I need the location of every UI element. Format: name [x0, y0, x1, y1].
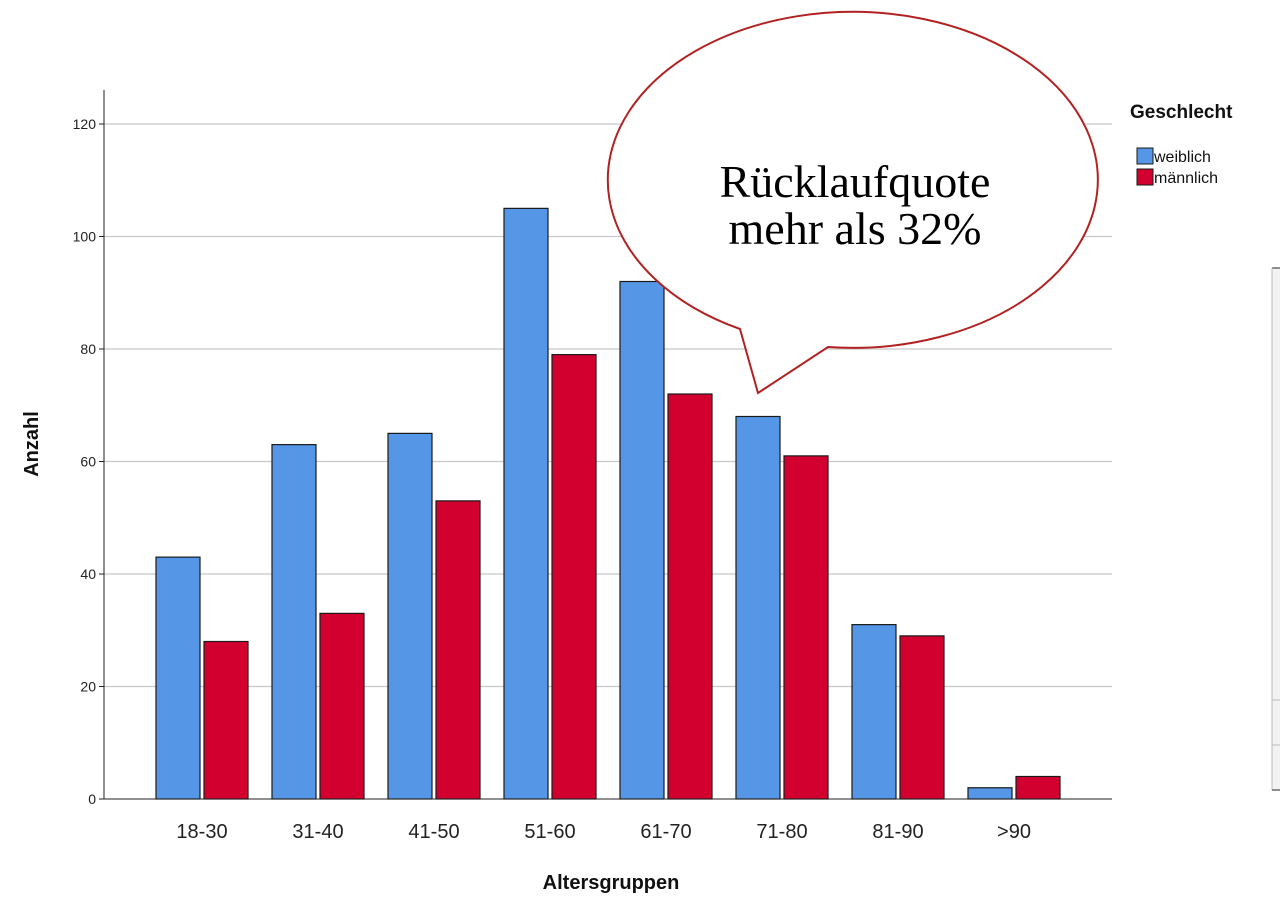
- legend-label-maennlich: männlich: [1154, 170, 1218, 187]
- legend-label-weiblich: weiblich: [1153, 149, 1211, 166]
- callout-line-2: mehr als 32%: [729, 203, 982, 254]
- bar-weiblich-71-80: [735, 415, 781, 800]
- x-axis-title: Altersgruppen: [543, 872, 680, 894]
- callout-line-1: Rücklaufquote: [720, 156, 991, 207]
- bar-weiblich-31-40: [271, 444, 317, 800]
- bar-maennlich-gt90: [1015, 775, 1061, 800]
- legend-swatch-maennlich: [1136, 168, 1154, 186]
- y-tick-label: 80: [80, 341, 96, 357]
- y-tick-label: 120: [73, 116, 97, 132]
- x-tick-label: 81-90: [872, 821, 923, 843]
- bar-weiblich-18-30: [155, 556, 201, 800]
- x-tick-label: 31-40: [292, 821, 343, 843]
- bar-maennlich-81-90: [899, 635, 945, 800]
- y-tick-label: 0: [88, 791, 96, 807]
- legend-items: weiblich männlich: [1136, 147, 1218, 187]
- callout-bubble: Rücklaufquote mehr als 32%: [606, 10, 1099, 395]
- bar-maennlich-61-70: [667, 393, 713, 800]
- legend-swatch-weiblich: [1136, 147, 1154, 165]
- y-tick-label: 100: [73, 229, 97, 245]
- x-tick-label: 18-30: [176, 821, 227, 843]
- x-tick-label: >90: [997, 821, 1031, 843]
- bar-maennlich-41-50: [435, 500, 481, 800]
- bars: [155, 207, 1061, 800]
- bar-weiblich-61-70: [619, 280, 665, 800]
- x-axis-ticks: 18-30 31-40 41-50 51-60 61-70 71-80 81-90 >90: [176, 821, 1031, 843]
- bar-weiblich-51-60: [503, 207, 549, 800]
- side-panel-frame: [1271, 267, 1280, 791]
- callout-outline: [606, 10, 1099, 395]
- legend-title: Geschlecht: [1130, 102, 1233, 123]
- legend: Geschlecht weiblich männlich: [1130, 102, 1233, 187]
- x-tick-label: 51-60: [524, 821, 575, 843]
- y-tick-label: 40: [80, 566, 96, 582]
- y-axis-title: Anzahl: [21, 411, 43, 477]
- y-axis-ticks: 0 20 40 60 80 100 120: [73, 116, 104, 807]
- x-tick-label: 61-70: [640, 821, 691, 843]
- x-tick-label: 41-50: [408, 821, 459, 843]
- bar-maennlich-71-80: [783, 455, 829, 800]
- bar-maennlich-51-60: [551, 354, 597, 800]
- y-tick-label: 20: [80, 679, 96, 695]
- y-tick-label: 60: [80, 454, 96, 470]
- bar-maennlich-31-40: [319, 612, 365, 800]
- bar-weiblich-gt90: [967, 787, 1013, 800]
- bar-weiblich-81-90: [851, 624, 897, 800]
- x-tick-label: 71-80: [756, 821, 807, 843]
- bar-weiblich-41-50: [387, 432, 433, 800]
- bar-maennlich-18-30: [203, 640, 249, 800]
